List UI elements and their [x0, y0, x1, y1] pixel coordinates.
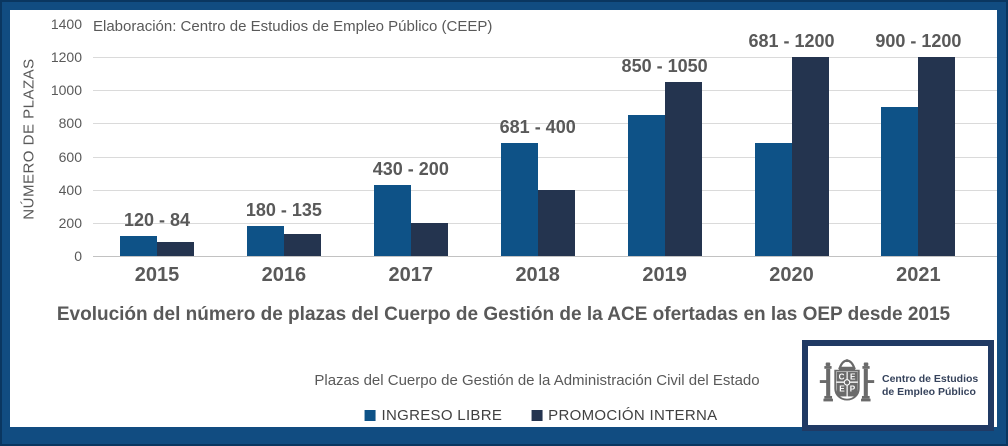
- bar-label-2018: 681 - 400: [499, 117, 576, 138]
- bar-promocion-interna-2015: [157, 242, 194, 256]
- bar-label-2020: 681 - 1200: [748, 31, 835, 52]
- y-tick-800: 800: [58, 115, 82, 132]
- bar-ingreso-libre-2017: [373, 184, 411, 256]
- legend-item-promocion-interna: PROMOCIÓN INTERNA: [531, 407, 717, 424]
- x-axis-label-2019: 2019: [642, 264, 687, 286]
- x-axis-line: [93, 256, 997, 257]
- bar-label-2017: 430 - 200: [372, 158, 449, 179]
- bar-ingreso-libre-2018: [500, 143, 538, 256]
- bar-label-2019: 850 - 1050: [621, 56, 708, 76]
- ceep-logo: C E E P Centro de Estudios de Empleo Púb…: [802, 340, 994, 431]
- bar-promocion-interna-2018: [537, 189, 575, 256]
- x-axis-label-2015: 2015: [134, 264, 180, 286]
- y-tick-400: 400: [58, 181, 82, 198]
- x-axis-label-2021: 2021: [896, 264, 941, 286]
- y-tick-600: 600: [58, 148, 82, 165]
- x-axis-label-2020: 2020: [769, 264, 814, 286]
- bar-label-2016: 180 - 135: [245, 200, 322, 221]
- logo-text: Centro de Estudios de Empleo Público: [882, 373, 978, 398]
- legend-label-ingreso-libre: INGRESO LIBRE: [381, 407, 503, 424]
- bar-promocion-interna-2019: [664, 82, 702, 256]
- legend-label-promocion-interna: PROMOCIÓN INTERNA: [548, 407, 718, 424]
- gridline-800: [93, 123, 997, 125]
- bar-ingreso-libre-2020: [754, 143, 792, 256]
- shield-letter-e1: E: [850, 372, 856, 381]
- ceep-coat-of-arms-icon: C E E P: [819, 358, 875, 401]
- bar-ingreso-libre-2021: [881, 106, 919, 256]
- gridline-1200: [93, 57, 997, 59]
- y-tick-200: 200: [58, 214, 82, 231]
- bar-ingreso-libre-2016: [246, 226, 284, 256]
- bar-promocion-interna-2017: [410, 222, 448, 256]
- y-tick-0: 0: [74, 248, 82, 264]
- shield-letter-p: P: [850, 384, 856, 393]
- bar-label-2015: 120 - 84: [123, 210, 191, 231]
- legend: INGRESO LIBRE PROMOCIÓN INTERNA: [364, 407, 718, 424]
- y-tick-1400: 1400: [50, 16, 82, 32]
- bar-promocion-interna-2016: [283, 233, 321, 256]
- bar-promocion-interna-2021: [918, 57, 956, 256]
- bar-label-2021: 900 - 1200: [875, 31, 962, 52]
- logo-text-line1: Centro de Estudios: [882, 373, 979, 385]
- x-axis-label-2016: 2016: [261, 264, 307, 286]
- legend-swatch-promocion-interna: [531, 410, 543, 421]
- bar-promocion-interna-2020: [791, 57, 829, 256]
- legend-subtitle: Plazas del Cuerpo de Gestión de la Admin…: [314, 372, 760, 389]
- gridline-1000: [93, 90, 997, 92]
- source-note: Elaboración: Centro de Estudios de Emple…: [93, 18, 493, 35]
- x-axis-label-2017: 2017: [388, 264, 434, 286]
- logo-text-line2: de Empleo Público: [882, 385, 976, 398]
- shield-letter-e2: E: [839, 384, 845, 393]
- shield-letter-c: C: [839, 372, 845, 381]
- y-tick-1200: 1200: [50, 49, 82, 66]
- gridline-600: [93, 156, 997, 158]
- legend-swatch-ingreso-libre: [364, 410, 376, 421]
- bar-ingreso-libre-2015: [120, 236, 157, 256]
- bar-ingreso-libre-2019: [627, 115, 665, 256]
- y-tick-1000: 1000: [50, 82, 82, 99]
- legend-item-ingreso-libre: INGRESO LIBRE: [364, 407, 503, 424]
- x-axis-label-2018: 2018: [515, 264, 560, 286]
- chart-title: Evolución del número de plazas del Cuerp…: [56, 304, 951, 325]
